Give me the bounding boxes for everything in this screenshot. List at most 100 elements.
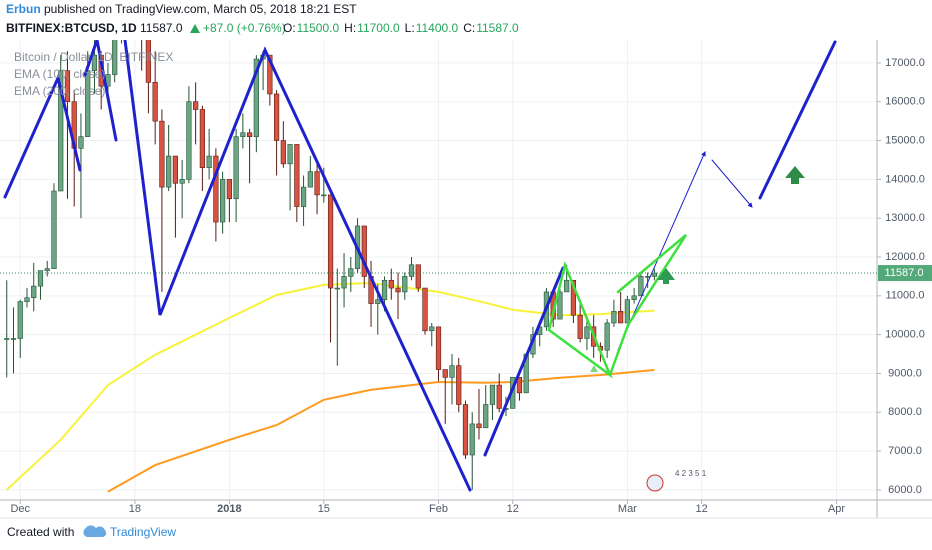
y-tick-label: 14000.0 [885, 173, 925, 185]
candle-body [294, 144, 300, 207]
candle-body [273, 93, 280, 141]
candle-body [233, 136, 239, 200]
candle-body [469, 423, 475, 456]
candle-body [645, 276, 651, 278]
candle-body [638, 276, 644, 297]
quote-value: 11500.0 [297, 21, 340, 35]
quote-label: L: [405, 21, 415, 35]
candle-body [10, 338, 17, 340]
x-tick-label: Feb [429, 503, 448, 515]
y-tick-label: 9000.0 [888, 367, 922, 379]
y-tick-label: 10000.0 [885, 329, 925, 341]
legend-title: Bitcoin / Dollar, 1D, BITFINEX [14, 50, 173, 64]
candle-body [206, 155, 212, 169]
candle-body [91, 54, 98, 71]
quote-value: 11400.0 [416, 21, 459, 35]
candle-body [570, 279, 577, 316]
candle-body [213, 155, 219, 223]
candle-body [112, 40, 118, 75]
candle-body [240, 132, 246, 137]
candle-body [226, 179, 232, 200]
candle-body [145, 40, 152, 83]
pattern-triangle [547, 260, 613, 379]
y-tick-label: 6000.0 [888, 484, 922, 496]
candle-body [31, 285, 37, 299]
candle-body [483, 404, 489, 429]
badge: 4 2 3 5 1 [675, 469, 707, 478]
y-tick-label: 15000.0 [885, 134, 925, 146]
candle-body [375, 299, 381, 304]
candle-body [651, 272, 657, 277]
candle-body [172, 155, 179, 184]
candles [4, 40, 657, 490]
candle-body [496, 384, 502, 409]
candle-body [604, 322, 610, 351]
candle-body [435, 326, 442, 370]
candle-body [186, 101, 192, 180]
candle-body [381, 279, 388, 300]
legend-entry: EMA (200, close) [14, 84, 105, 98]
candle-body [37, 270, 44, 287]
candle-body [348, 268, 354, 277]
x-tick-label: 12 [507, 503, 519, 515]
projection-arrow [711, 159, 753, 208]
trend-line [83, 40, 118, 142]
up-arrow-icon [785, 166, 805, 184]
publisher[interactable]: Erbun [6, 2, 41, 16]
y-tick-label: 16000.0 [885, 96, 925, 108]
candle-body [4, 338, 10, 340]
quote-value: 11700.0 [357, 21, 400, 35]
drawings [3, 40, 837, 492]
candle-body [280, 140, 286, 165]
candle-body [429, 326, 435, 332]
legend-entry: EMA (100, close) [14, 67, 105, 81]
change-arrow [190, 24, 200, 33]
y-tick-label: 11000.0 [886, 290, 925, 302]
last-price-label: 11587.0 [885, 267, 924, 279]
x-tick-label: 2018 [217, 503, 241, 515]
candle-body [327, 194, 334, 289]
y-tick-label: 17000.0 [885, 57, 925, 69]
trend-line [3, 73, 82, 199]
candle-body [300, 186, 307, 207]
candle-body [564, 279, 570, 293]
quote-value: 11587.0 [476, 21, 519, 35]
candle-body [267, 54, 273, 95]
candle-body [334, 287, 340, 290]
brand-logo [83, 525, 107, 537]
y-tick-label: 12000.0 [885, 251, 925, 263]
candle-body [64, 70, 71, 103]
symbol: BITFINEX:BTCUSD, 1D [6, 21, 137, 35]
candle-body [247, 132, 253, 137]
candle-body [408, 264, 415, 277]
candle-body [476, 423, 482, 429]
candle-body [199, 109, 205, 169]
candle-body [456, 365, 462, 405]
candle-body [449, 365, 455, 378]
candle-body [321, 194, 327, 197]
candle-body [193, 101, 199, 110]
candle-body [17, 301, 23, 339]
trend-line [483, 266, 565, 457]
x-tick-label: Apr [828, 503, 845, 515]
candle-body [584, 326, 590, 339]
up-arrow-icon [657, 268, 675, 284]
change: +87.0 (+0.76%) [203, 21, 286, 35]
candle-body [220, 179, 226, 223]
candle-body [462, 404, 469, 456]
candle-body [287, 144, 293, 165]
candle-body [489, 384, 496, 405]
candle-body [388, 279, 394, 289]
candle-body [516, 377, 523, 394]
brand[interactable]: TradingView [110, 525, 176, 539]
candle-body [314, 171, 320, 196]
candle-body [624, 299, 630, 324]
candle-body [422, 287, 428, 332]
badge-icon [646, 474, 664, 492]
ema-line [107, 369, 655, 493]
y-tick-label: 7000.0 [888, 445, 922, 457]
x-tick-label: 18 [129, 503, 141, 515]
candle-body [631, 295, 637, 300]
candle-body [44, 268, 50, 271]
